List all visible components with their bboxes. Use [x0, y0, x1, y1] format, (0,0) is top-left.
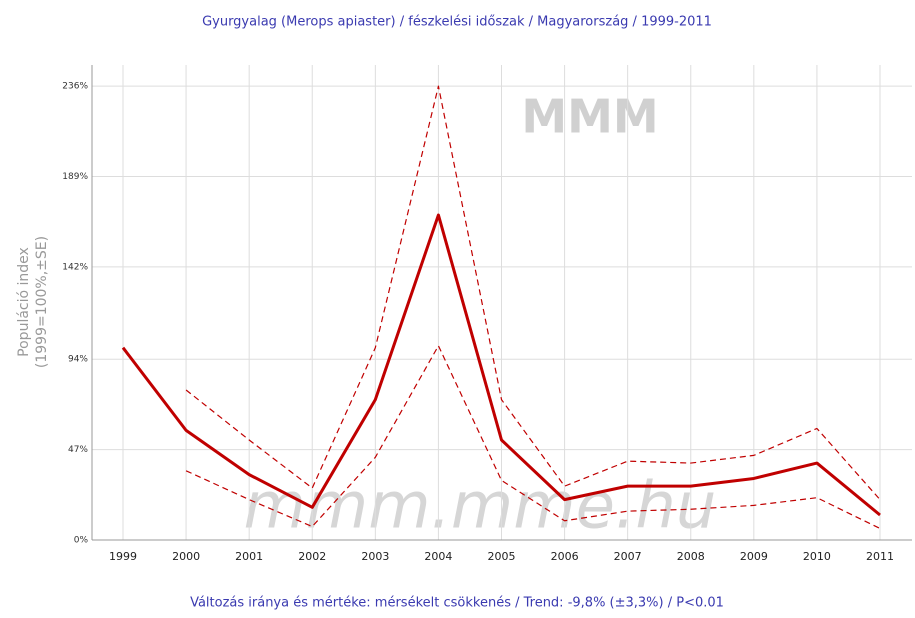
- page: Gyurgyalag (Merops apiaster) / fészkelés…: [0, 0, 915, 618]
- x-tick-label: 2009: [740, 550, 768, 563]
- y-tick-label: 47%: [68, 445, 88, 455]
- x-tick-label: 2006: [551, 550, 579, 563]
- se-line: [186, 86, 880, 499]
- x-tick-label: 2000: [172, 550, 200, 563]
- y-tick-label: 236%: [62, 82, 88, 92]
- x-tick-label: 2011: [866, 550, 894, 563]
- y-axis-label: Populáció index: [16, 247, 32, 357]
- x-tick-label: 2008: [677, 550, 705, 563]
- x-tick-label: 2003: [361, 550, 389, 563]
- x-tick-label: 2010: [803, 550, 831, 563]
- x-tick-label: 2002: [298, 550, 326, 563]
- watermark: MMM: [521, 90, 658, 144]
- annotation: Változás iránya és mértéke: mérsékelt cs…: [190, 596, 724, 611]
- y-tick-label: 189%: [62, 172, 88, 182]
- y-axis-label: (1999=100%,±SE): [34, 236, 50, 368]
- y-tick-label: 142%: [62, 262, 88, 272]
- x-tick-label: 1999: [109, 550, 137, 563]
- y-tick-label: 94%: [68, 355, 88, 365]
- x-tick-label: 2004: [424, 550, 452, 563]
- x-tick-label: 2001: [235, 550, 263, 563]
- chart: Gyurgyalag (Merops apiaster) / fészkelés…: [0, 0, 915, 618]
- watermark: mmm.mme.hu: [244, 470, 717, 544]
- y-tick-label: 0%: [74, 536, 89, 546]
- chart-title: Gyurgyalag (Merops apiaster) / fészkelés…: [202, 15, 712, 30]
- x-tick-label: 2005: [488, 550, 516, 563]
- x-tick-label: 2007: [614, 550, 642, 563]
